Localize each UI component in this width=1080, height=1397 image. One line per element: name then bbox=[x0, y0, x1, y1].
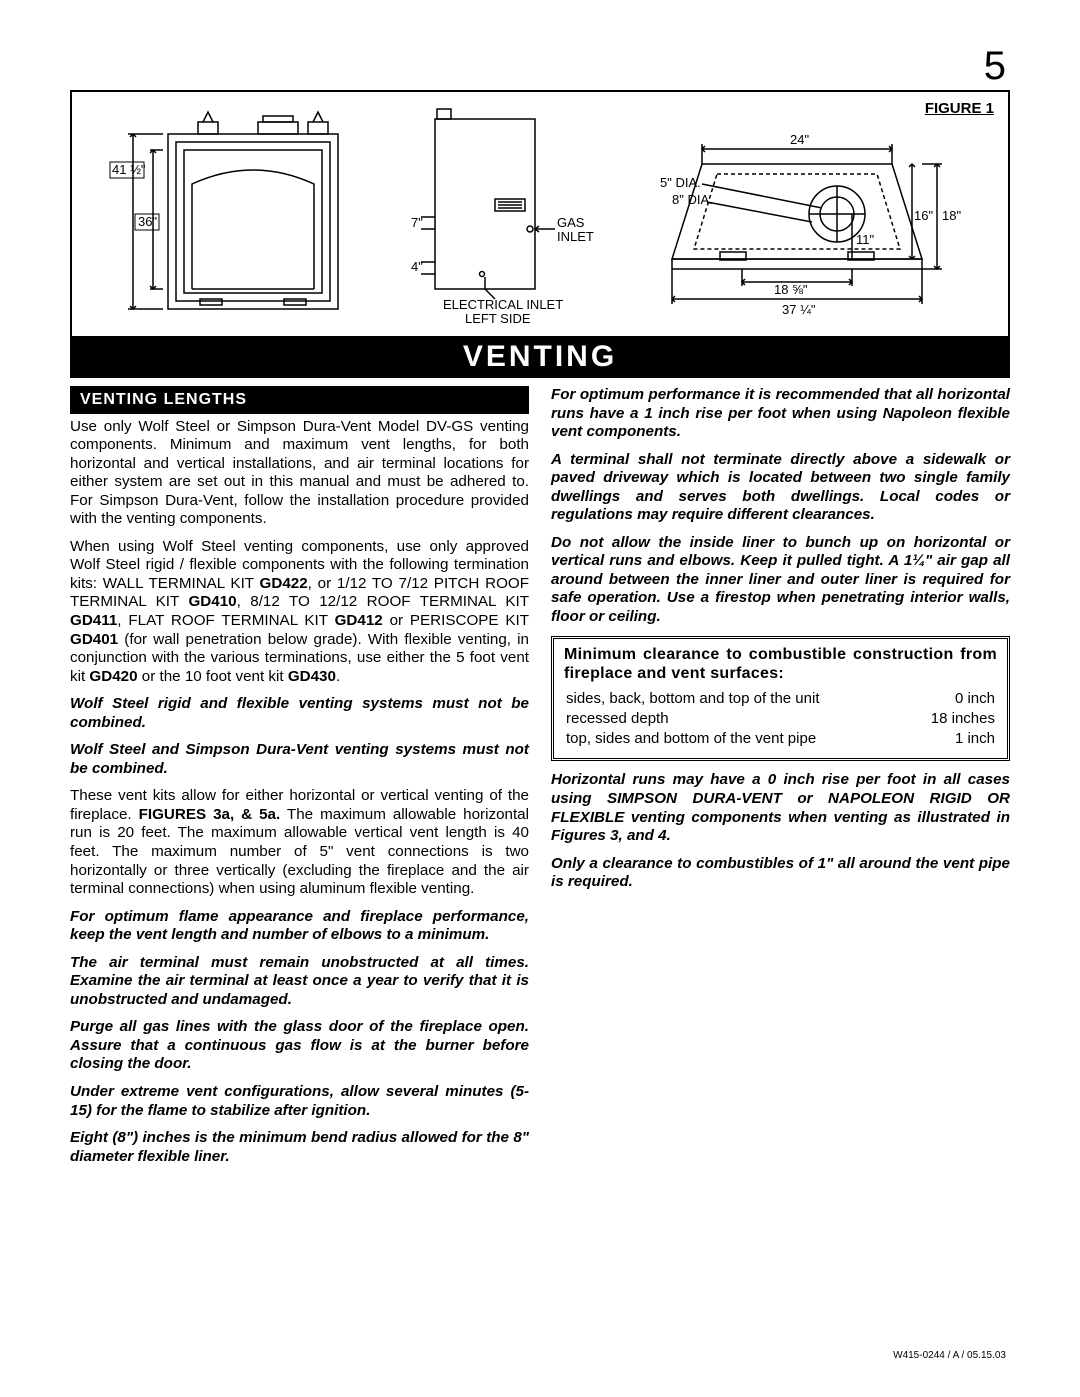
clearance-box: Minimum clearance to combustible constru… bbox=[551, 636, 1010, 762]
para-extreme: Under extreme vent configurations, allow… bbox=[70, 1083, 529, 1120]
top-view-diagram: 24" 5" DIA. 8" DIA. 18" 16" 11" 18 ⅝" 37… bbox=[642, 104, 972, 324]
para-optimum-perf: For optimum performance it is recommende… bbox=[551, 386, 1010, 442]
gas-label: GAS bbox=[557, 215, 585, 230]
dim-8dia: 8" DIA. bbox=[672, 192, 713, 207]
para-limits: These vent kits allow for either horizon… bbox=[70, 787, 529, 898]
para-bend-radius: Eight (8") inches is the minimum bend ra… bbox=[70, 1129, 529, 1166]
electrical-label-2: LEFT SIDE bbox=[465, 311, 531, 326]
para-kits: When using Wolf Steel venting components… bbox=[70, 538, 529, 686]
front-view-diagram: 41 ½" 36" bbox=[108, 104, 358, 324]
left-column: VENTING LENGTHS Use only Wolf Steel or S… bbox=[70, 386, 529, 1175]
para-intro: Use only Wolf Steel or Simpson Dura-Vent… bbox=[70, 418, 529, 529]
dim-41-half: 41 ½" bbox=[112, 162, 146, 177]
para-air-terminal: The air terminal must remain unobstructe… bbox=[70, 954, 529, 1010]
dim-18-5-8: 18 ⅝" bbox=[774, 282, 808, 297]
electrical-label-1: ELECTRICAL INLET bbox=[443, 297, 563, 312]
dim-24: 24" bbox=[790, 132, 809, 147]
para-optimum-flame: For optimum flame appearance and firepla… bbox=[70, 908, 529, 945]
para-purge: Purge all gas lines with the glass door … bbox=[70, 1018, 529, 1074]
para-terminal: A terminal shall not terminate directly … bbox=[551, 451, 1010, 525]
clearance-table: sides, back, bottom and top of the unit0… bbox=[564, 688, 997, 751]
venting-header: VENTING bbox=[70, 338, 1010, 378]
right-column: For optimum performance it is recommende… bbox=[551, 386, 1010, 1175]
para-warn-1: Wolf Steel rigid and flexible venting sy… bbox=[70, 695, 529, 732]
dim-16: 16" bbox=[914, 208, 933, 223]
dim-37-1-4: 37 ¼" bbox=[782, 302, 816, 317]
page-number: 5 bbox=[984, 44, 1006, 89]
dim-36: 36" bbox=[138, 214, 157, 229]
para-warn-2: Wolf Steel and Simpson Dura-Vent venting… bbox=[70, 741, 529, 778]
table-row: top, sides and bottom of the vent pipe1 … bbox=[566, 730, 995, 748]
venting-lengths-header: VENTING LENGTHS bbox=[70, 386, 529, 414]
para-horizontal-runs: Horizontal runs may have a 0 inch rise p… bbox=[551, 771, 1010, 845]
footer: W415-0244 / A / 05.15.03 bbox=[893, 1350, 1006, 1361]
figure-label: FIGURE 1 bbox=[925, 100, 994, 117]
table-row: sides, back, bottom and top of the unit0… bbox=[566, 690, 995, 708]
para-liner: Do not allow the inside liner to bunch u… bbox=[551, 534, 1010, 627]
figure-1-box: FIGURE 1 bbox=[70, 90, 1010, 338]
dim-18: 18" bbox=[942, 208, 961, 223]
dim-5dia: 5" DIA. bbox=[660, 175, 701, 190]
para-clearance-1in: Only a clearance to combustibles of 1" a… bbox=[551, 855, 1010, 892]
dim-7: 7" bbox=[411, 215, 423, 230]
clearance-title: Minimum clearance to combustible constru… bbox=[564, 645, 997, 684]
table-row: recessed depth18 inches bbox=[566, 710, 995, 728]
dim-4: 4" bbox=[411, 259, 423, 274]
dim-11: 11" bbox=[856, 232, 874, 247]
inlet-label: INLET bbox=[557, 229, 594, 244]
side-view-diagram: 7" 4" GAS INLET ELECTRICAL INLET LEFT SI… bbox=[405, 99, 595, 329]
